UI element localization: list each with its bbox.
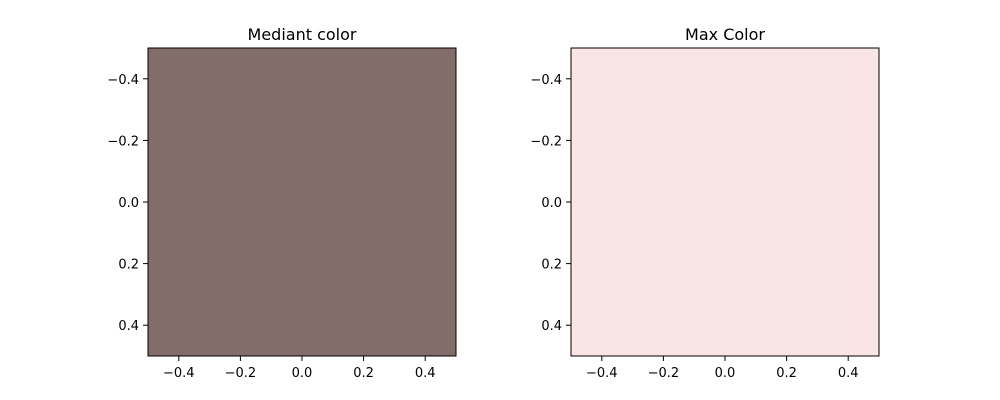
- y-tick-label: 0.4: [118, 319, 139, 334]
- x-tick-label: 0.2: [776, 366, 797, 381]
- y-tick-label: −0.2: [530, 134, 562, 149]
- y-tick-label: −0.4: [107, 73, 139, 88]
- x-tick-label: −0.4: [163, 366, 195, 381]
- chart-panel: Max Color −0.4 −0.2 0.0 0.2 0.4 −0.4 −0.2 0.0 0.2…: [530, 25, 880, 381]
- y-tick-label: 0.2: [541, 258, 562, 273]
- chart-title: Max Color: [685, 25, 765, 44]
- color-swatch-image: [148, 48, 456, 356]
- x-tick-label: 0.2: [353, 366, 374, 381]
- color-swatch-image: [571, 48, 879, 356]
- x-tick-label: 0.0: [715, 366, 736, 381]
- y-tick-label: 0.0: [541, 196, 562, 211]
- chart-title: Mediant color: [248, 25, 357, 44]
- x-tick-label: 0.4: [415, 366, 436, 381]
- y-tick-label: −0.4: [530, 73, 562, 88]
- x-tick-label: 0.4: [838, 366, 859, 381]
- y-tick-label: 0.4: [541, 319, 562, 334]
- chart-panel: Mediant color −0.4 −0.2 0.0 0.2 0.4 −0.4 −0.2 0.…: [107, 25, 457, 381]
- x-tick-label: 0.0: [292, 366, 313, 381]
- x-tick-label: −0.2: [648, 366, 680, 381]
- y-tick-label: 0.0: [118, 196, 139, 211]
- x-tick-label: −0.4: [586, 366, 618, 381]
- y-tick-label: 0.2: [118, 258, 139, 273]
- x-tick-label: −0.2: [225, 366, 257, 381]
- y-tick-label: −0.2: [107, 134, 139, 149]
